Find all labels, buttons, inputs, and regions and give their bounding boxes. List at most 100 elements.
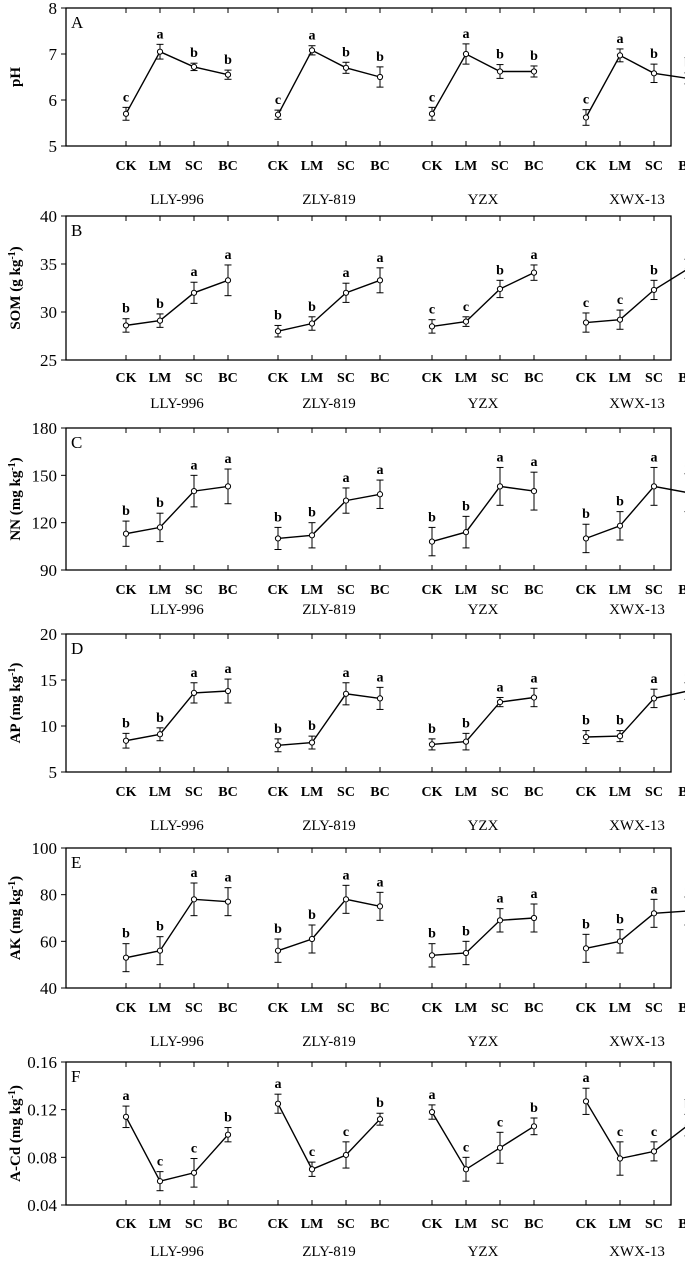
panel-b-data-point [583,320,588,325]
panel-d-significance-letter: b [582,714,590,729]
panel-d-category-label: BC [678,785,685,800]
panel-c-category-label: LM [301,583,324,598]
panel-f-category-label: LM [609,1217,632,1232]
panel-b-cultivar-label: XWX-13 [609,396,665,412]
panel-a-data-point [123,111,128,116]
panel-d-cultivar-label: XWX-13 [609,818,665,834]
panel-b-data-point [309,321,314,326]
panel-e-category-label: SC [645,1001,663,1016]
panel-e-letter: E [71,853,81,872]
panel-e-category-label: CK [422,1001,443,1016]
panel-e-significance-letter: a [531,887,538,902]
panel-f-data-point [583,1099,588,1104]
panel-c-significance-letter: a [651,450,658,465]
panel-e-data-point [157,948,162,953]
panel-d-data-point [225,688,230,693]
panel-b-data-point [531,270,536,275]
panel-e-category-label: LM [609,1001,632,1016]
panel-e-data-point [309,936,314,941]
panel-f-cultivar-label: YZX [468,1244,499,1260]
panel-a-ytick-label: 5 [49,137,58,156]
panel-d-category-label: LM [301,785,324,800]
panel-e-data-point [463,950,468,955]
panel-f-data-point [225,1132,230,1137]
panel-f-category-label: BC [524,1217,543,1232]
panel-b-category-label: SC [337,371,355,386]
panel-c-significance-letter: a [531,455,538,470]
panel-c-data-point [429,539,434,544]
panel-e-cultivar-label: XWX-13 [609,1034,665,1050]
panel-e-ytick-label: 40 [40,979,57,998]
panel-a-category-label: SC [337,159,355,174]
panel-d-data-point [497,699,502,704]
panel-d-significance-letter: b [462,716,470,731]
panel-f-data-point [157,1179,162,1184]
panel-d-category-label: BC [524,785,543,800]
panel-b-significance-letter: b [650,263,658,278]
panel-f-series-line-yzx [432,1112,534,1169]
panel-e-category-label: BC [678,1001,685,1016]
panel-b-series-line-xwx-13 [586,269,685,323]
panel-e-significance-letter: b [122,927,130,942]
panel-c-ylabel: NN (mg kg-1) [7,457,25,540]
panel-e-category-label: BC [524,1001,543,1016]
panel-e-significance-letter: a [343,868,350,883]
panel-d-data-point [463,739,468,744]
panel-e-frame [66,848,671,988]
panel-a-category-label: CK [268,159,289,174]
panel-e-data-point [225,899,230,904]
panel-b-category-label: LM [455,371,478,386]
panel-a-category-label: LM [455,159,478,174]
panel-c-ytick-label: 180 [32,419,58,438]
panel-d-category-label: SC [185,785,203,800]
panel-f-category-label: BC [678,1217,685,1232]
panel-c-cultivar-label: LLY-996 [150,602,204,618]
panel-a-category-label: LM [301,159,324,174]
panel-d-significance-letter: b [156,711,164,726]
panel-d-ytick-label: 20 [40,625,57,644]
panel-e-significance-letter: b [274,922,282,937]
panel-e-ylabel: AK (mg kg-1) [7,876,25,960]
panel-f-data-point [343,1152,348,1157]
panel-f-significance-letter: a [275,1077,282,1092]
panel-c-cultivar-label: XWX-13 [609,602,665,618]
panel-a-significance-letter: c [123,90,129,105]
panel-b-data-point [275,329,280,334]
panel-d-category-label: LM [149,785,172,800]
panel-b-letter: B [71,221,82,240]
panel-b-significance-letter: b [308,300,316,315]
panel-c-category-label: CK [576,583,597,598]
panel-b-ytick-label: 35 [40,255,57,274]
panel-b-data-point [157,318,162,323]
panel-c-category-label: BC [678,583,685,598]
panel-c-ytick-label: 150 [32,466,58,485]
panel-f-significance-letter: c [309,1145,315,1160]
panel-c-category-label: SC [491,583,509,598]
panel-d-category-label: CK [576,785,597,800]
panel-d-category-label: CK [422,785,443,800]
panel-c-significance-letter: a [497,450,504,465]
panel-e-ytick-label: 80 [40,886,57,905]
panel-a-data-point [497,69,502,74]
panel-a-significance-letter: b [650,47,658,62]
panel-a-category-label: SC [491,159,509,174]
panel-a-significance-letter: c [275,93,281,108]
panel-d-series-line-yzx [432,698,534,745]
panel-e-category-label: SC [337,1001,355,1016]
panel-d-data-point [583,734,588,739]
panel-c-data-point [191,489,196,494]
panel-e-significance-letter: b [462,924,470,939]
panel-b-significance-letter: b [274,308,282,323]
panel-f-category-label: BC [218,1217,237,1232]
panel-c-data-point [463,530,468,535]
panel-e-significance-letter: a [377,875,384,890]
panel-e-category-label: SC [491,1001,509,1016]
panel-f-significance-letter: a [583,1071,590,1086]
panel-a-category-label: CK [422,159,443,174]
panel-a-series-line-lly-996 [126,52,228,114]
panel-d-data-point [157,732,162,737]
panel-c-data-point [617,523,622,528]
panel-a-data-point [651,71,656,76]
panel-e-data-point [343,897,348,902]
panel-c-category-label: SC [645,583,663,598]
